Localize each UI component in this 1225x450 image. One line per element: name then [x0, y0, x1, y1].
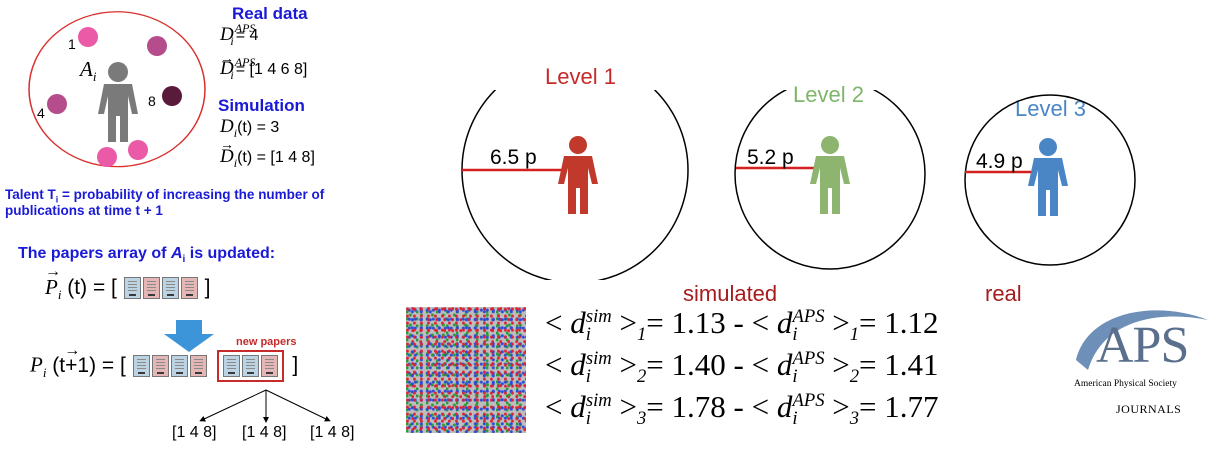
- level-3-radius-label: 4.9 p: [976, 150, 1023, 173]
- new-papers-box: [216, 350, 284, 382]
- talent-definition-line2: publications at time t + 1: [5, 203, 163, 218]
- aps-logo: APS American Physical Society JOURNALS: [1068, 300, 1218, 450]
- node-1: [78, 27, 98, 47]
- person-icon: [98, 62, 138, 142]
- level-2-title: Level 2: [793, 82, 864, 107]
- sim-degree: Di(t) = 3: [220, 116, 280, 140]
- paper-icon: [260, 355, 278, 377]
- paper-icon: [241, 355, 259, 377]
- aps-logo-letters: APS: [1096, 317, 1189, 374]
- paper-icon: [123, 277, 141, 300]
- array-1: [1 4 8]: [172, 424, 217, 441]
- level-3-circle: [964, 94, 1136, 266]
- person-icon: [810, 136, 850, 214]
- result-row-2: < disim >2= 1.40 - < diAPS >2= 1.41: [545, 347, 939, 388]
- aps-logo-journals: JOURNALS: [1116, 402, 1182, 416]
- network-thumbnail: [406, 307, 526, 433]
- simulation-heading: Simulation: [218, 96, 305, 115]
- papers-array-t1: Pi → (t+1) = [ ]: [30, 342, 298, 382]
- new-papers-label: new papers: [236, 336, 297, 348]
- array-2: [1 4 8]: [242, 424, 287, 441]
- real-label: real: [985, 281, 1022, 306]
- paper-icon: [142, 277, 160, 300]
- node-bottom-left: [97, 147, 117, 167]
- array-arrows: [199, 389, 331, 423]
- level-2-circle: [734, 90, 926, 270]
- person-icon: [1028, 138, 1068, 216]
- agent-label: Ai: [80, 57, 97, 85]
- paper-icon: [180, 277, 198, 300]
- real-degree: DAPSi = 4: [220, 21, 259, 48]
- node-bottom-right: [128, 140, 148, 160]
- update-heading: The papers array of Ai is updated:: [18, 245, 276, 266]
- agent-network-diagram: 1 8 4: [28, 11, 206, 168]
- person-icon: [558, 136, 598, 214]
- talent-definition: Talent Ti = probability of increasing th…: [5, 187, 325, 205]
- node-label-4: 4: [37, 105, 45, 121]
- level-1-title: Level 1: [545, 64, 616, 89]
- down-arrow-icon: [164, 320, 214, 352]
- array-3: [1 4 8]: [310, 424, 355, 441]
- node-4: [47, 94, 67, 114]
- simulated-label: simulated: [683, 281, 778, 306]
- papers-array-t: → Pi (t) = [ ]: [45, 263, 211, 302]
- levels-diagram: [461, 90, 1136, 280]
- level-3-title: Level 3: [1015, 96, 1086, 121]
- aps-logo-swoosh: [1076, 310, 1208, 370]
- node-label-8: 8: [148, 93, 156, 109]
- real-degree-vector: → DAPSi = [1 4 6 8]: [220, 52, 308, 82]
- level-2-radius-label: 5.2 p: [747, 146, 794, 169]
- node-label-1: 1: [68, 36, 76, 52]
- aps-logo-society: American Physical Society: [1074, 379, 1177, 389]
- paper-icon: [161, 277, 179, 300]
- paper-icon: [189, 355, 207, 377]
- node-8: [162, 86, 182, 106]
- level-1-radius-label: 6.5 p: [490, 146, 537, 169]
- sim-degree-vector: → Di(t) = [1 4 8]: [220, 138, 315, 170]
- result-row-1: < disim >1= 1.13 - < diAPS >1= 1.12: [545, 305, 939, 346]
- paper-icon: [170, 355, 188, 377]
- real-data-heading: Real data: [232, 4, 308, 23]
- node-top-right: [147, 36, 167, 56]
- paper-icon: [132, 355, 150, 377]
- result-row-3: < disim >3= 1.78 - < diAPS >3= 1.77: [545, 389, 939, 430]
- paper-icon: [151, 355, 169, 377]
- paper-icon: [222, 355, 240, 377]
